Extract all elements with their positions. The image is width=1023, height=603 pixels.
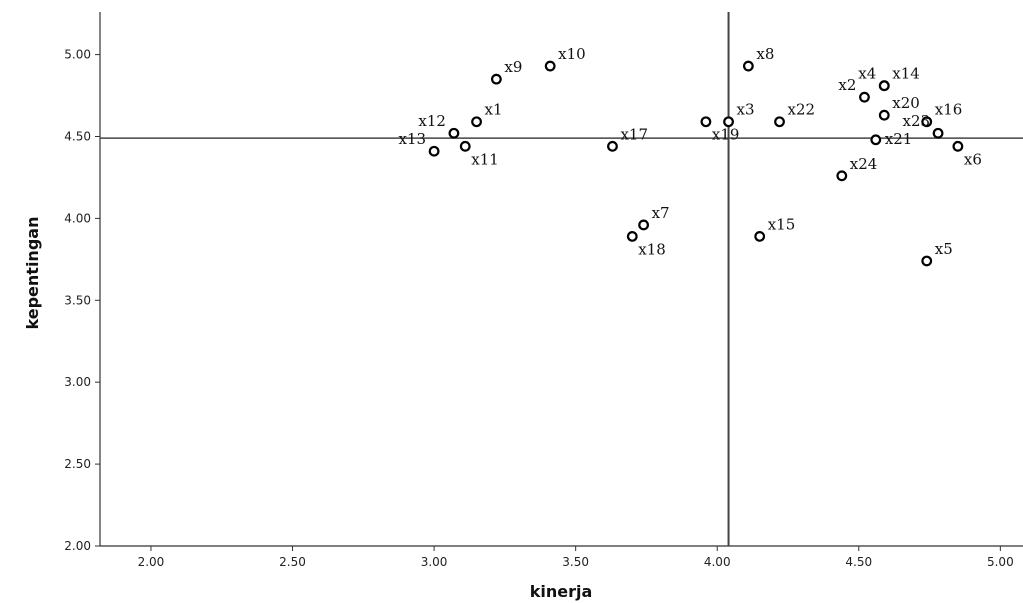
point-label-x4: x4 [858, 65, 876, 83]
y-tick-label: 2.50 [64, 457, 91, 471]
point-label-x1: x1 [485, 101, 503, 119]
data-point-x14 [878, 80, 890, 92]
data-point-x7 [638, 219, 650, 231]
y-tick-label: 4.00 [64, 211, 91, 225]
data-point-x11 [459, 140, 471, 152]
data-point-x6 [952, 140, 964, 152]
data-point-x20 [878, 109, 890, 121]
point-label-x16: x16 [935, 101, 963, 119]
y-tick-label: 4.50 [64, 129, 91, 143]
data-point-x3 [723, 116, 734, 128]
x-tick-label: 4.50 [845, 555, 872, 569]
data-point-x21 [870, 134, 882, 146]
data-point-x5 [921, 255, 933, 267]
point-label-x19: x19 [712, 126, 740, 144]
data-point-x24 [836, 170, 848, 182]
y-tick-label: 3.00 [64, 375, 91, 389]
axes: 2.00 2.50 3.00 3.50 4.00 4.50 5.00 2.00 2.50 3.00… [64, 12, 1023, 569]
point-label-x11: x11 [471, 150, 499, 168]
point-label-x7: x7 [652, 204, 670, 222]
point-label-x21: x21 [885, 130, 913, 148]
data-point-x18 [626, 231, 638, 242]
x-tick-label: 3.00 [421, 555, 448, 569]
data-point-x13 [428, 145, 440, 157]
point-label-x3: x3 [737, 101, 755, 119]
x-tick-label: 4.00 [704, 555, 731, 569]
reference-lines [100, 12, 1023, 546]
data-points [428, 60, 964, 267]
y-tick-label: 5.00 [64, 48, 91, 62]
point-label-x18: x18 [638, 240, 666, 258]
y-axis-title: kepentingan [23, 217, 42, 330]
data-point-x16 [921, 116, 933, 128]
data-point-x23 [932, 127, 944, 139]
point-label-x20: x20 [892, 94, 920, 112]
x-tick-label: 2.00 [138, 555, 165, 569]
data-point-x19 [700, 116, 712, 128]
point-label-x14: x14 [892, 65, 920, 83]
point-label-x13: x13 [399, 130, 427, 148]
point-label-x2: x2 [838, 76, 856, 94]
x-tick-label: 3.50 [562, 555, 589, 569]
data-point-x17 [607, 140, 618, 152]
x-axis-title: kinerja [530, 582, 593, 601]
point-label-x17: x17 [620, 125, 648, 143]
data-point-x12 [448, 127, 460, 139]
data-point-x15 [754, 231, 766, 242]
y-tick-label: 3.50 [64, 293, 91, 307]
point-label-x22: x22 [788, 101, 816, 119]
point-label-x23: x23 [903, 112, 931, 130]
point-label-x12: x12 [418, 112, 446, 130]
data-point-x8 [742, 60, 754, 72]
data-point-x9 [490, 73, 502, 85]
data-point-x2 [859, 91, 870, 103]
y-tick-label: 2.00 [64, 539, 91, 553]
x-tick-label: 5.00 [987, 555, 1014, 569]
point-label-x6: x6 [964, 150, 982, 168]
data-point-x10 [544, 60, 556, 72]
point-label-x10: x10 [558, 45, 586, 63]
point-label-x24: x24 [850, 155, 878, 173]
point-label-x8: x8 [756, 45, 774, 63]
data-point-x22 [774, 116, 785, 128]
point-label-x9: x9 [504, 58, 522, 76]
point-label-x5: x5 [935, 240, 953, 258]
data-point-x1 [471, 116, 482, 128]
x-tick-label: 2.50 [279, 555, 306, 569]
point-labels: x1x2x3x4x5x6x7x8x9x10x11x12x13x14x15x16x… [399, 45, 982, 258]
point-label-x15: x15 [768, 215, 796, 233]
